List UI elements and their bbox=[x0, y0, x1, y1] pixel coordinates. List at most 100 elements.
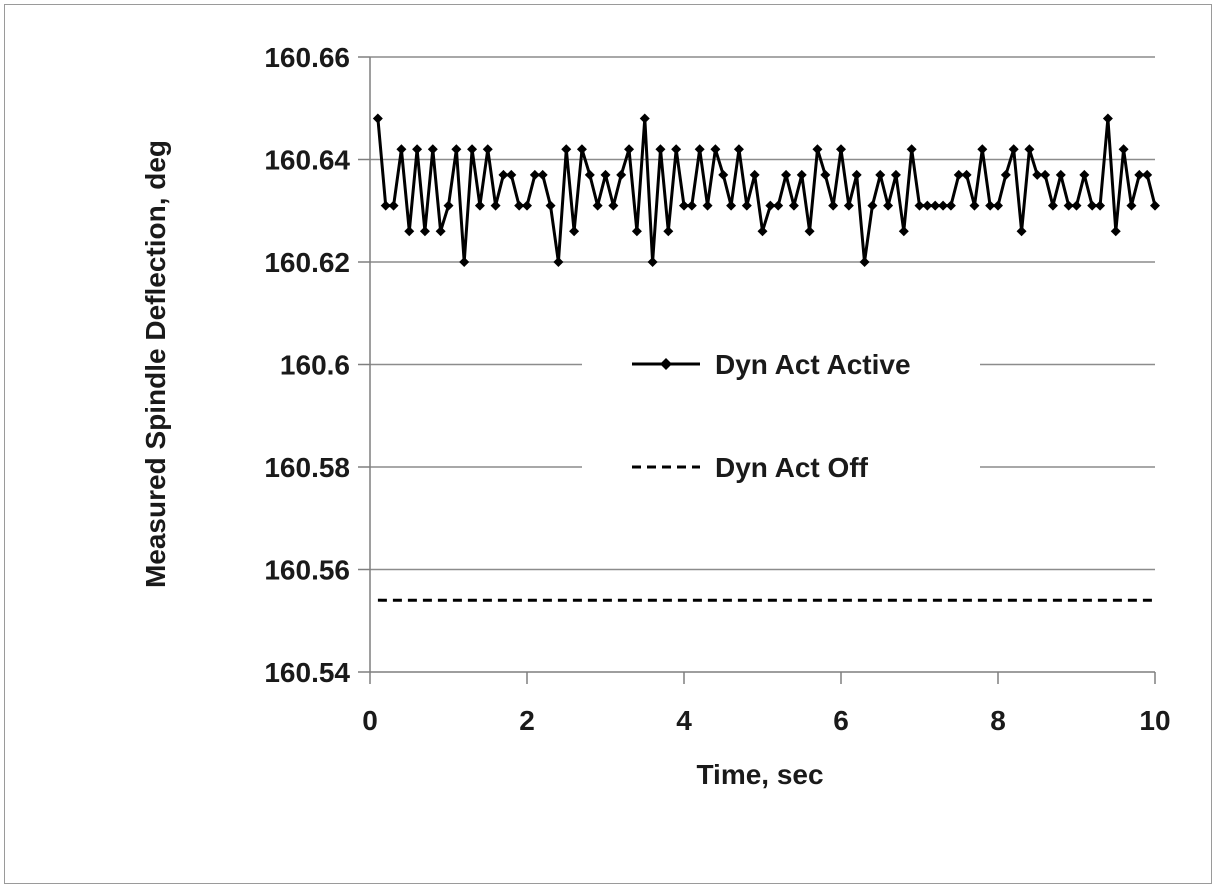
y-tick-label: 160.54 bbox=[264, 657, 350, 688]
data-point bbox=[655, 144, 666, 155]
y-tick-label: 160.62 bbox=[264, 247, 350, 278]
data-point bbox=[969, 200, 980, 211]
data-point bbox=[1126, 200, 1137, 211]
data-point bbox=[624, 144, 635, 155]
data-point bbox=[883, 200, 894, 211]
data-point bbox=[396, 144, 407, 155]
y-tick-label: 160.58 bbox=[264, 452, 350, 483]
data-point bbox=[749, 169, 760, 180]
data-point bbox=[859, 257, 870, 267]
data-point bbox=[1024, 144, 1035, 155]
y-tick-label: 160.66 bbox=[264, 42, 350, 73]
data-point bbox=[1102, 113, 1113, 124]
data-point bbox=[459, 257, 470, 267]
data-point bbox=[961, 169, 972, 180]
data-point bbox=[843, 200, 854, 211]
data-point bbox=[1055, 169, 1066, 180]
data-point bbox=[710, 144, 721, 155]
data-point bbox=[1000, 169, 1011, 180]
data-point bbox=[836, 144, 846, 155]
data-point bbox=[1063, 200, 1074, 211]
data-point bbox=[584, 169, 595, 180]
data-point bbox=[741, 200, 752, 211]
data-point bbox=[1150, 200, 1160, 211]
data-point bbox=[569, 226, 580, 237]
x-tick-label: 8 bbox=[990, 705, 1006, 736]
data-point bbox=[773, 200, 784, 211]
data-point bbox=[639, 113, 650, 124]
data-point bbox=[482, 144, 493, 155]
data-point bbox=[1016, 226, 1027, 237]
data-point bbox=[718, 169, 729, 180]
data-point bbox=[514, 200, 525, 211]
legend-label-active: Dyn Act Active bbox=[715, 349, 911, 380]
data-point bbox=[671, 144, 682, 155]
data-point bbox=[702, 200, 713, 211]
data-point bbox=[467, 144, 478, 155]
data-point bbox=[443, 200, 454, 211]
data-point bbox=[726, 200, 737, 211]
data-point bbox=[851, 169, 862, 180]
data-point bbox=[733, 144, 744, 155]
data-point bbox=[1040, 169, 1051, 180]
data-point bbox=[372, 113, 383, 124]
data-point bbox=[977, 144, 988, 155]
data-point bbox=[553, 257, 564, 267]
data-point bbox=[1134, 169, 1145, 180]
data-point bbox=[1032, 169, 1043, 180]
data-point bbox=[890, 169, 901, 180]
data-point bbox=[498, 169, 509, 180]
data-point bbox=[1087, 200, 1098, 211]
x-tick-label: 6 bbox=[833, 705, 849, 736]
data-point bbox=[631, 226, 642, 237]
legend-marker-active bbox=[660, 358, 672, 370]
y-tick-label: 160.6 bbox=[280, 350, 350, 381]
data-point bbox=[679, 200, 689, 211]
data-point bbox=[875, 169, 886, 180]
data-point bbox=[1008, 144, 1019, 155]
data-point bbox=[812, 144, 823, 155]
data-point bbox=[781, 169, 792, 180]
data-point bbox=[529, 169, 540, 180]
data-point bbox=[404, 226, 415, 237]
data-point bbox=[898, 226, 909, 237]
data-point bbox=[1110, 226, 1121, 237]
legend-label-off: Dyn Act Off bbox=[715, 452, 869, 483]
data-point bbox=[427, 144, 438, 155]
data-point bbox=[490, 200, 501, 211]
x-tick-label: 4 bbox=[676, 705, 692, 736]
data-point bbox=[686, 200, 697, 211]
data-point bbox=[914, 200, 925, 211]
data-point bbox=[608, 200, 619, 211]
axes bbox=[358, 56, 1156, 684]
data-point bbox=[647, 257, 658, 267]
data-point bbox=[388, 200, 399, 211]
data-point bbox=[867, 200, 878, 211]
series-line-0 bbox=[376, 118, 1157, 263]
data-point bbox=[663, 226, 674, 237]
data-point bbox=[1071, 200, 1082, 211]
legend-background bbox=[582, 335, 980, 490]
data-point bbox=[796, 169, 807, 180]
data-point bbox=[953, 169, 964, 180]
data-point bbox=[561, 144, 572, 155]
data-point bbox=[1047, 200, 1058, 211]
x-tick-label: 0 bbox=[362, 705, 378, 736]
data-point bbox=[545, 200, 556, 211]
x-tick-labels: 0 2 4 6 8 10 bbox=[362, 705, 1170, 736]
x-tick-label: 2 bbox=[519, 705, 535, 736]
x-axis-title: Time, sec bbox=[696, 759, 823, 790]
data-point bbox=[804, 226, 815, 237]
data-point bbox=[451, 144, 462, 155]
data-point bbox=[985, 200, 996, 211]
data-point bbox=[412, 144, 423, 155]
data-point bbox=[506, 169, 517, 180]
y-tick-label: 160.56 bbox=[264, 555, 350, 586]
data-point bbox=[828, 200, 839, 211]
data-point bbox=[522, 200, 532, 211]
data-point bbox=[380, 200, 391, 211]
data-point bbox=[757, 226, 768, 237]
data-point bbox=[1079, 169, 1090, 180]
data-point bbox=[435, 226, 446, 237]
x-tick-label: 10 bbox=[1139, 705, 1170, 736]
